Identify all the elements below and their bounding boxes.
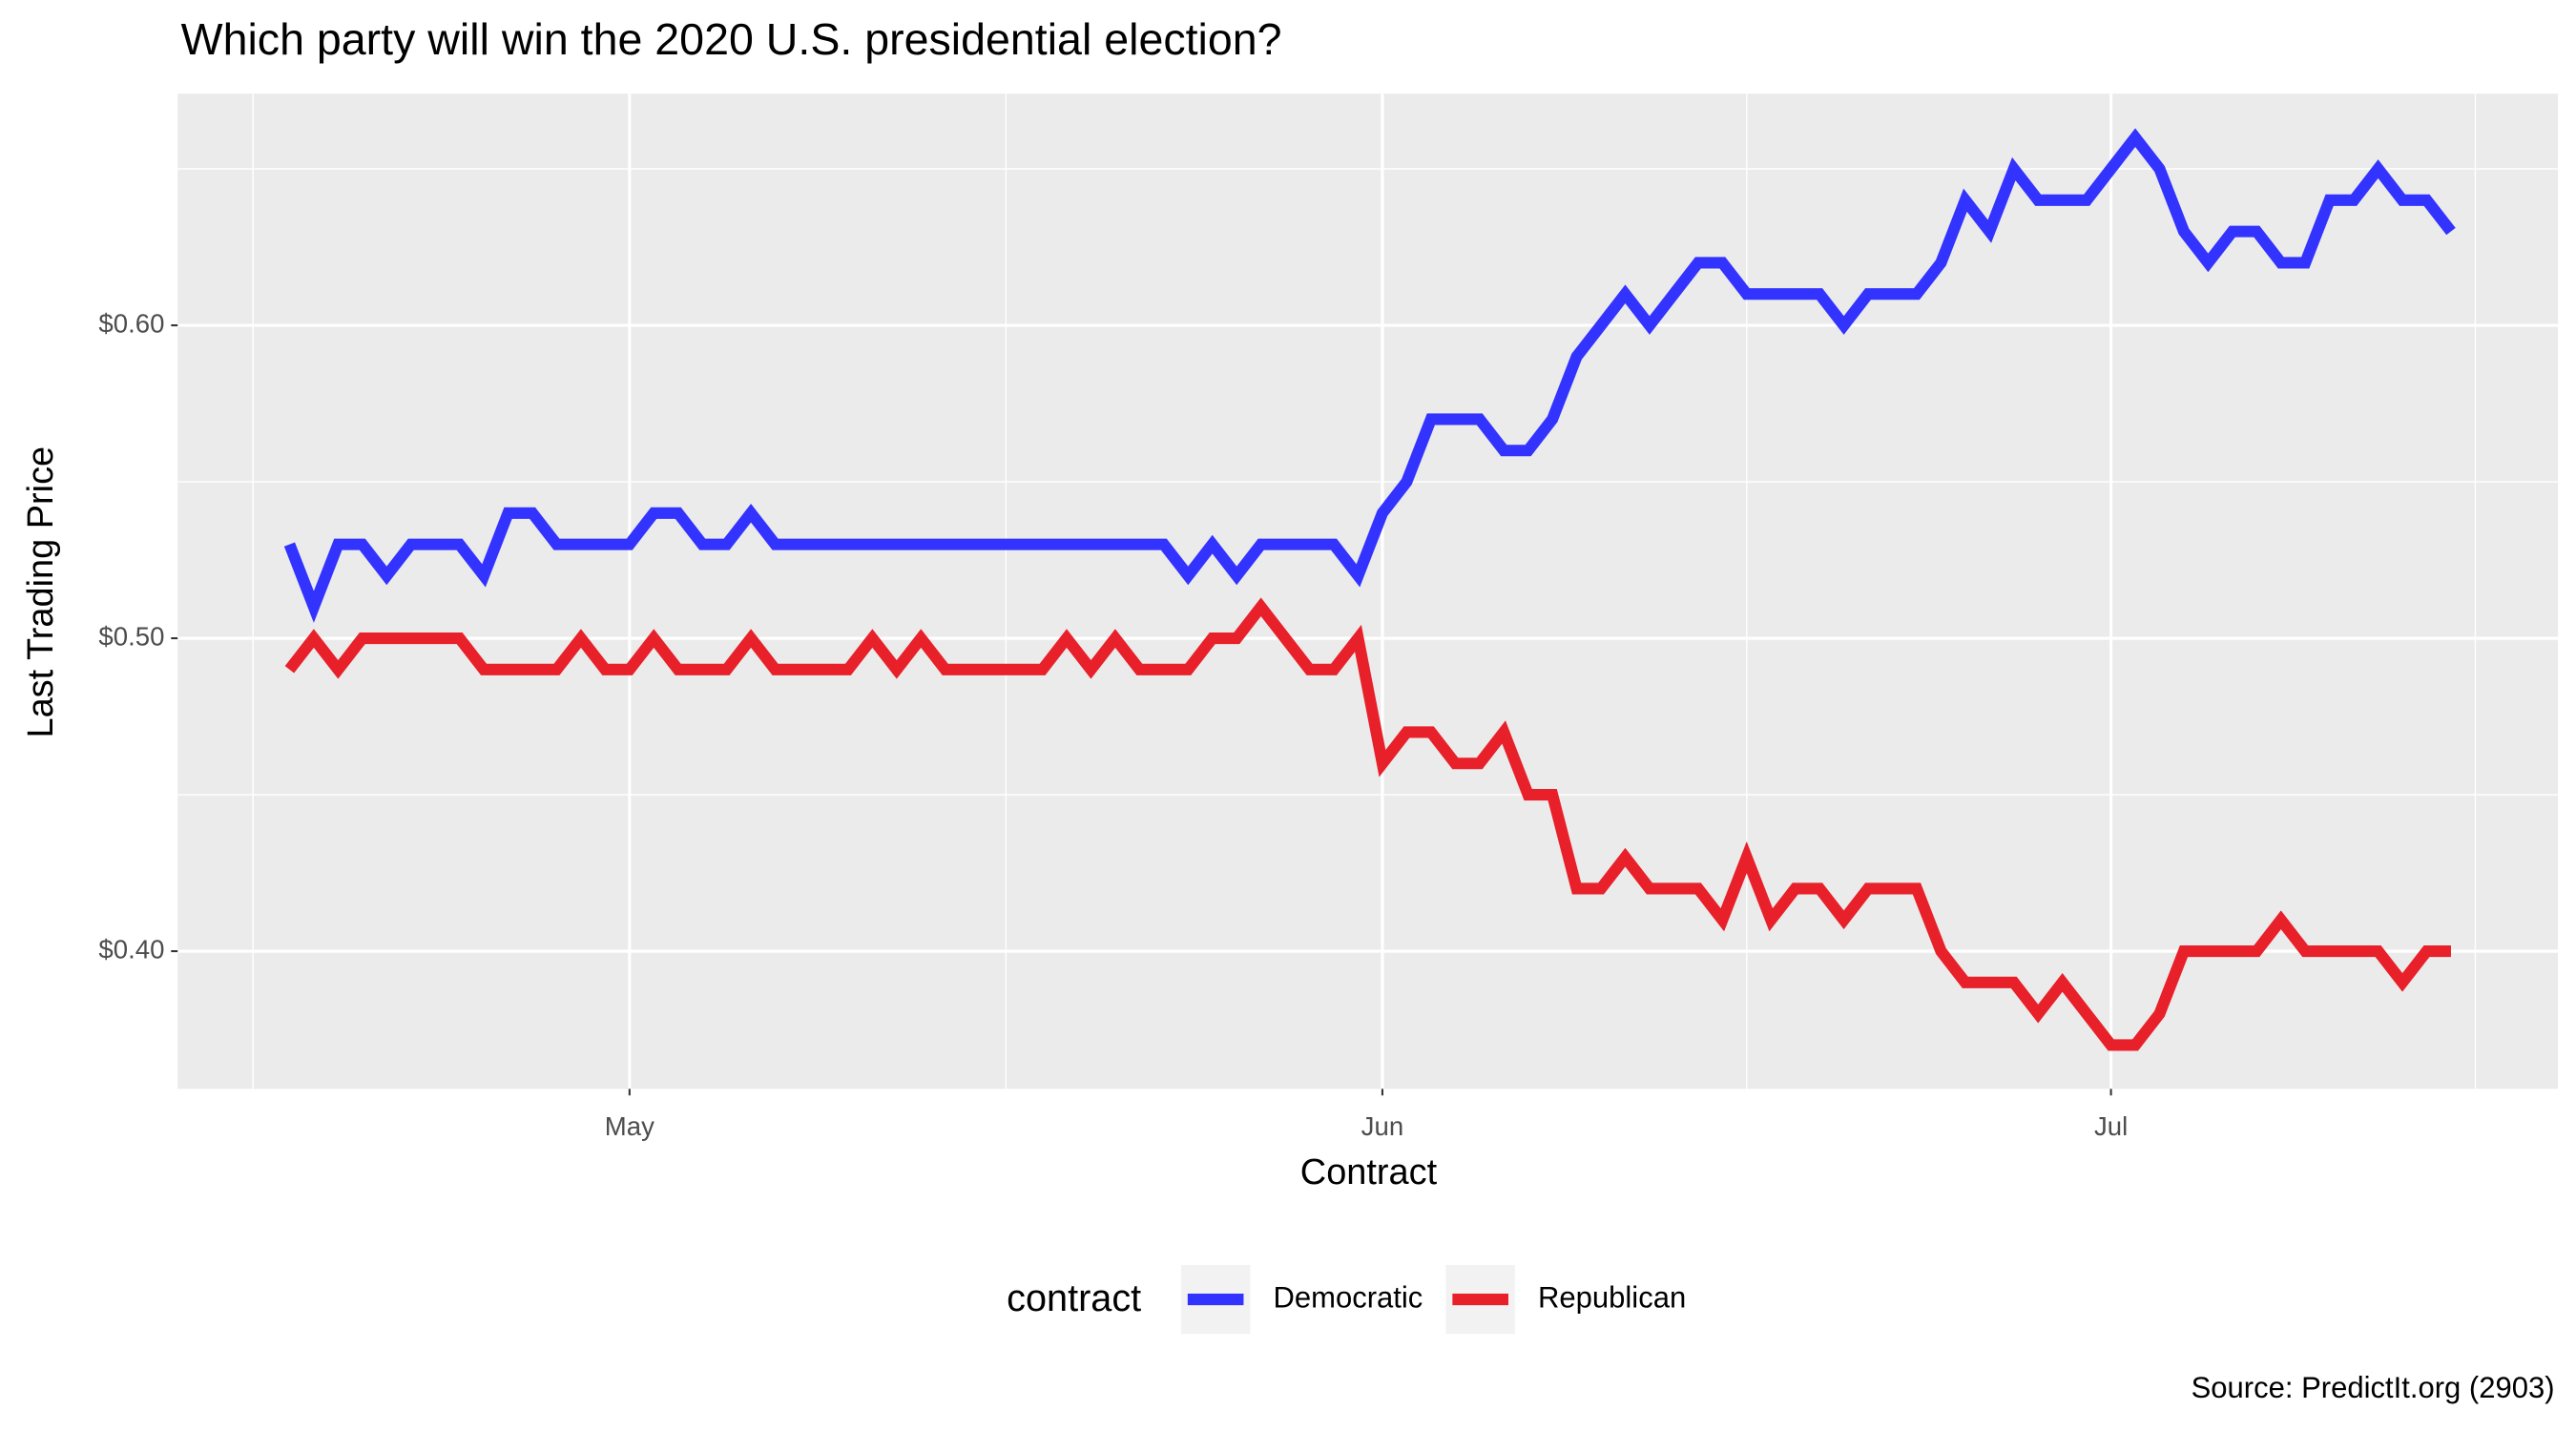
caption: Source: PredictIt.org (2903) [2192,1371,2555,1404]
line [283,128,2456,623]
line [284,597,2451,1051]
y-tick-label: $0.50 [98,621,164,651]
chart-title: Which party will win the 2020 U.S. presi… [181,14,1282,64]
y-axis-label: Last Trading Price [21,446,61,738]
legend-label: Democratic [1273,1280,1423,1314]
x-tick-label: Jul [2094,1111,2128,1141]
x-axis-label: Contract [1300,1152,1438,1192]
x-tick-label: Jun [1361,1111,1403,1141]
legend-title: contract [1007,1277,1141,1319]
legend-label: Republican [1538,1280,1686,1314]
x-tick-label: May [605,1111,654,1141]
y-tick-label: $0.60 [98,308,164,338]
y-tick-label: $0.40 [98,934,164,964]
panel [177,93,2559,1089]
